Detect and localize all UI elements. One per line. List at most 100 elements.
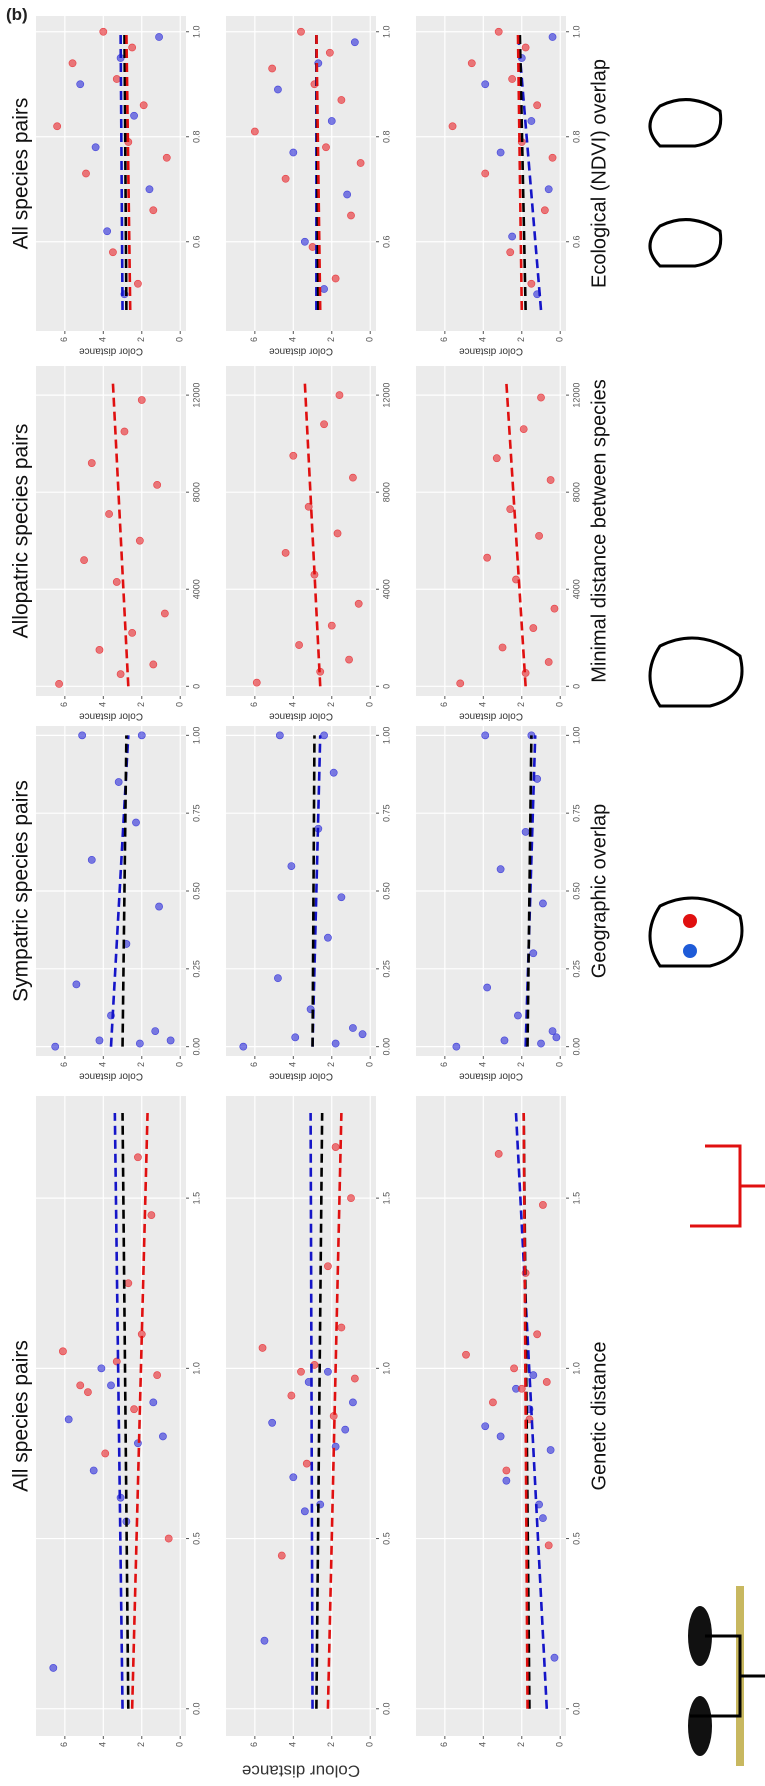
point xyxy=(135,1039,144,1048)
point xyxy=(103,227,112,236)
plot-background xyxy=(226,16,376,331)
point xyxy=(481,80,490,89)
plot-background xyxy=(36,1096,186,1736)
point xyxy=(155,902,163,911)
point xyxy=(132,818,140,827)
y-tick-label: 6 xyxy=(249,1742,259,1747)
point xyxy=(287,1391,296,1400)
y-axis-title: Color distance xyxy=(459,1070,523,1081)
point xyxy=(87,855,96,864)
point xyxy=(268,1418,277,1427)
point xyxy=(295,641,303,649)
y-tick-label: 4 xyxy=(478,1742,488,1747)
point xyxy=(134,279,142,288)
point xyxy=(274,974,282,983)
y-tick-label: 4 xyxy=(288,1062,298,1067)
point xyxy=(128,43,137,52)
y-tick-label: 6 xyxy=(439,702,449,707)
point xyxy=(529,624,538,632)
x-tick-label: 4000 xyxy=(191,579,201,599)
y-tick-label: 2 xyxy=(516,337,526,342)
point xyxy=(289,148,298,157)
point xyxy=(550,1653,559,1662)
y-tick-label: 4 xyxy=(98,702,108,707)
y-tick-label: 4 xyxy=(98,337,108,342)
point xyxy=(483,983,492,992)
x-tick-label: 1.00 xyxy=(571,727,581,745)
trend-line xyxy=(315,31,322,311)
y-tick-label: 2 xyxy=(516,702,526,707)
point xyxy=(331,274,340,283)
point xyxy=(448,122,457,131)
y-axis-title: Color distance xyxy=(79,345,143,356)
tree-icon xyxy=(648,98,723,148)
x-tick-label: 0.0 xyxy=(191,1703,201,1716)
point xyxy=(546,1446,555,1454)
point xyxy=(101,1449,110,1458)
y-axis-title: Color distance xyxy=(269,710,333,721)
point xyxy=(496,148,505,157)
point xyxy=(95,1036,104,1045)
point xyxy=(343,190,352,199)
range-dot xyxy=(683,944,697,958)
point xyxy=(139,101,148,110)
trend-line xyxy=(130,1112,149,1709)
x-tick-label: 0.50 xyxy=(191,882,201,900)
x-tick-label: 0.6 xyxy=(191,235,201,248)
column-title: All species pairs xyxy=(10,1340,33,1492)
point xyxy=(137,731,146,740)
trend-line xyxy=(326,1112,343,1709)
x-tick-label: 0.50 xyxy=(381,882,391,900)
point xyxy=(539,1514,547,1523)
point xyxy=(514,1011,522,1020)
point xyxy=(160,609,169,618)
trend-line xyxy=(514,1112,549,1709)
point xyxy=(162,153,171,162)
plot-background xyxy=(416,1096,566,1736)
x-tick-label: 0.5 xyxy=(571,1532,581,1545)
point xyxy=(354,599,363,608)
plot-background xyxy=(226,366,376,696)
plot-background xyxy=(36,366,186,696)
point xyxy=(502,1476,511,1485)
point xyxy=(250,127,259,136)
point xyxy=(539,1201,547,1209)
point xyxy=(297,1367,305,1376)
x-tick-label: 0 xyxy=(571,684,581,689)
y-tick-label: 6 xyxy=(439,337,449,342)
point xyxy=(337,1323,346,1332)
point xyxy=(153,1371,162,1380)
y-tick-label: 0 xyxy=(555,702,565,707)
x-tick-label: 0.0 xyxy=(571,1703,581,1716)
y-axis-title: Color distance xyxy=(269,345,333,356)
x-tick-label: 1.00 xyxy=(381,727,391,745)
x-axis-title: Minimal distance between species xyxy=(588,379,610,683)
point xyxy=(331,1039,340,1048)
point xyxy=(537,393,545,402)
x-tick-label: 0.6 xyxy=(571,235,581,248)
y-tick-label: 0 xyxy=(175,1062,185,1067)
point xyxy=(508,75,517,83)
x-tick-label: 1.0 xyxy=(191,1362,201,1375)
trend-line xyxy=(113,1113,124,1709)
point xyxy=(521,827,530,836)
point xyxy=(481,1422,490,1431)
y-tick-label: 6 xyxy=(249,1062,259,1067)
point xyxy=(481,169,490,178)
y-tick-label: 2 xyxy=(136,1742,146,1747)
point xyxy=(527,279,536,288)
point xyxy=(506,248,515,257)
trend-line xyxy=(505,382,527,687)
point xyxy=(107,1381,115,1390)
point xyxy=(289,1473,298,1482)
point xyxy=(164,1534,173,1543)
phylogeny-icon xyxy=(690,1634,765,1718)
point xyxy=(506,505,515,514)
x-tick-label: 1.5 xyxy=(381,1192,391,1205)
point xyxy=(112,578,121,586)
point xyxy=(130,111,138,120)
panel-label: (b) xyxy=(6,5,28,24)
bird-icon xyxy=(688,1606,712,1666)
point xyxy=(527,117,536,125)
point xyxy=(489,1398,497,1407)
